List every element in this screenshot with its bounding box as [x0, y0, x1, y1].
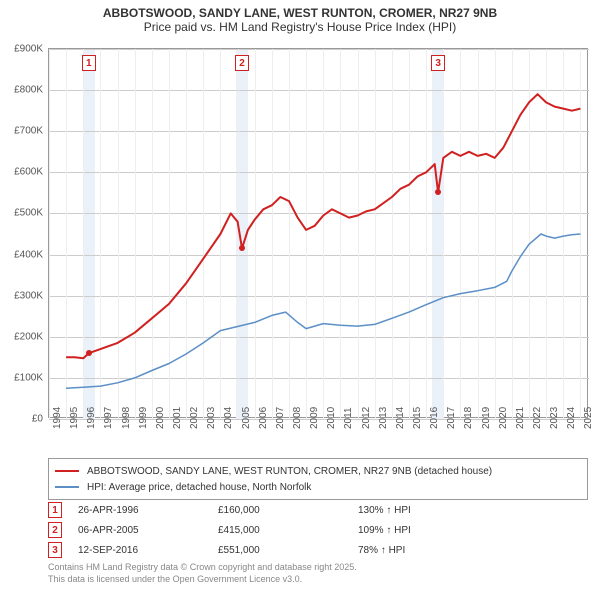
y-axis-tick-label: £300K: [0, 290, 43, 301]
legend-label-price-paid: ABBOTSWOOD, SANDY LANE, WEST RUNTON, CRO…: [87, 466, 492, 477]
event-price: £415,000: [218, 525, 358, 536]
series-line-hpi: [66, 234, 580, 388]
event-marker-box: 1: [82, 55, 96, 71]
event-date: 26-APR-1996: [78, 505, 218, 516]
chart-title-line2: Price paid vs. HM Land Registry's House …: [10, 20, 590, 34]
event-delta: 130% ↑ HPI: [358, 505, 588, 516]
event-number-box: 1: [48, 502, 62, 518]
event-date: 12-SEP-2016: [78, 545, 218, 556]
y-axis-tick-label: £100K: [0, 372, 43, 383]
chart-title-line1: ABBOTSWOOD, SANDY LANE, WEST RUNTON, CRO…: [10, 6, 590, 20]
legend-swatch-price-paid: [55, 470, 79, 472]
y-axis-tick-label: £0: [0, 414, 43, 425]
event-dot: [86, 350, 92, 356]
event-price: £160,000: [218, 505, 358, 516]
footer-line1: Contains HM Land Registry data © Crown c…: [48, 562, 357, 574]
event-dot: [435, 189, 441, 195]
y-axis-tick-label: £600K: [0, 167, 43, 178]
legend-row-hpi: HPI: Average price, detached house, Nort…: [55, 479, 581, 495]
event-price: £551,000: [218, 545, 358, 556]
series-svg: [49, 49, 589, 419]
y-axis-tick-label: £200K: [0, 331, 43, 342]
event-delta: 109% ↑ HPI: [358, 525, 588, 536]
events-table: 1 26-APR-1996£160,000130% ↑ HPI 2 06-APR-20…: [48, 500, 588, 560]
y-axis-tick-label: £500K: [0, 208, 43, 219]
event-date: 06-APR-2005: [78, 525, 218, 536]
series-line-price-paid: [66, 94, 580, 358]
event-number-box: 2: [48, 522, 62, 538]
event-row: 3 12-SEP-2016£551,00078% ↑ HPI: [48, 540, 588, 560]
legend-row-price-paid: ABBOTSWOOD, SANDY LANE, WEST RUNTON, CRO…: [55, 463, 581, 479]
event-number-box: 3: [48, 542, 62, 558]
chart-plot-area: £0£100K£200K£300K£400K£500K£600K£700K£80…: [48, 48, 588, 418]
event-marker-box: 2: [235, 55, 249, 71]
footer-attribution: Contains HM Land Registry data © Crown c…: [48, 562, 357, 585]
chart-legend: ABBOTSWOOD, SANDY LANE, WEST RUNTON, CRO…: [48, 458, 588, 500]
event-row: 2 06-APR-2005£415,000109% ↑ HPI: [48, 520, 588, 540]
legend-swatch-hpi: [55, 486, 79, 488]
y-axis-tick-label: £900K: [0, 44, 43, 55]
y-axis-tick-label: £700K: [0, 126, 43, 137]
y-axis-tick-label: £800K: [0, 85, 43, 96]
footer-line2: This data is licensed under the Open Gov…: [48, 574, 357, 586]
event-delta: 78% ↑ HPI: [358, 545, 588, 556]
y-axis-tick-label: £400K: [0, 249, 43, 260]
event-dot: [239, 245, 245, 251]
event-row: 1 26-APR-1996£160,000130% ↑ HPI: [48, 500, 588, 520]
legend-label-hpi: HPI: Average price, detached house, Nort…: [87, 482, 311, 493]
event-marker-box: 3: [431, 55, 445, 71]
